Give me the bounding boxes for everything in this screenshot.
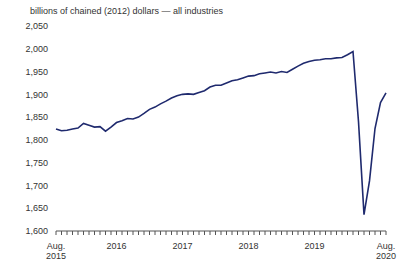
svg-text:1,650: 1,650 xyxy=(25,203,48,213)
svg-text:2016: 2016 xyxy=(106,241,126,251)
svg-text:1,800: 1,800 xyxy=(25,135,48,145)
svg-text:Aug.2020: Aug.2020 xyxy=(376,241,392,261)
svg-text:Aug.2015: Aug.2015 xyxy=(46,241,66,261)
svg-text:1,600: 1,600 xyxy=(25,226,48,236)
svg-text:1,850: 1,850 xyxy=(25,112,48,122)
svg-text:2,050: 2,050 xyxy=(25,21,48,31)
svg-text:1,950: 1,950 xyxy=(25,67,48,77)
svg-text:2018: 2018 xyxy=(238,241,258,251)
svg-text:2,000: 2,000 xyxy=(25,44,48,54)
svg-text:2017: 2017 xyxy=(172,241,192,251)
html-text:billions of chained (2012) dol: billions of chained (2012) dollars — all… xyxy=(30,6,224,16)
svg-text:2019: 2019 xyxy=(304,241,324,251)
svg-text:1,900: 1,900 xyxy=(25,90,48,100)
svg-text:1,750: 1,750 xyxy=(25,158,48,168)
svg-text:1,700: 1,700 xyxy=(25,181,48,191)
